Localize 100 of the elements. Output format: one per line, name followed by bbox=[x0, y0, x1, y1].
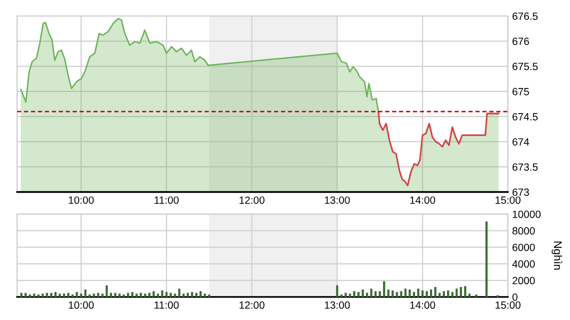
x-tick-label: 15:00 bbox=[496, 196, 520, 204]
bar bbox=[195, 292, 198, 297]
bar bbox=[156, 294, 159, 297]
y-axis-title: Nghìn bbox=[552, 242, 562, 270]
bar bbox=[370, 288, 372, 297]
y-tick-label: 674.5 bbox=[512, 113, 538, 120]
y-tick-label: 674 bbox=[512, 138, 530, 146]
bar bbox=[336, 285, 338, 297]
bar bbox=[80, 294, 82, 297]
x-tick-label: 14:00 bbox=[410, 196, 436, 204]
bar bbox=[442, 291, 445, 297]
bar bbox=[28, 294, 31, 297]
bar bbox=[421, 290, 424, 297]
bar bbox=[208, 294, 210, 297]
y-tick-label: 8000 bbox=[512, 227, 535, 235]
bar bbox=[344, 292, 347, 297]
bar bbox=[106, 285, 108, 297]
bar bbox=[122, 294, 125, 297]
bar bbox=[33, 294, 36, 297]
x-tick-label: 12:00 bbox=[240, 196, 264, 204]
bar bbox=[348, 294, 352, 297]
bar bbox=[383, 281, 386, 297]
bar bbox=[58, 294, 61, 297]
x-tick-label: 11:00 bbox=[154, 196, 179, 204]
bar bbox=[131, 292, 134, 297]
bar bbox=[50, 292, 52, 297]
bar bbox=[400, 291, 402, 297]
bar bbox=[24, 292, 27, 297]
bar bbox=[37, 294, 40, 297]
y-tick-label: 6000 bbox=[512, 244, 535, 252]
bar bbox=[387, 290, 390, 297]
bar bbox=[114, 292, 116, 297]
bar bbox=[140, 292, 142, 297]
x-tick-label: 11:00 bbox=[154, 301, 179, 309]
bar bbox=[144, 294, 146, 297]
bar bbox=[366, 292, 368, 297]
y-tick-label: 673.5 bbox=[512, 163, 538, 171]
y-tick-label: 676.5 bbox=[512, 12, 538, 20]
bar bbox=[92, 294, 95, 297]
bar bbox=[404, 288, 407, 297]
x-tick-label: 13:00 bbox=[324, 301, 350, 309]
bar bbox=[362, 290, 364, 297]
bar bbox=[191, 292, 194, 297]
bar bbox=[204, 294, 206, 297]
y-tick-label: 676 bbox=[512, 38, 529, 46]
x-tick-label: 15:00 bbox=[496, 301, 520, 309]
y-tick-label: 673 bbox=[512, 188, 529, 196]
bar bbox=[118, 294, 121, 297]
bar bbox=[84, 290, 86, 297]
bar bbox=[62, 294, 66, 297]
bar bbox=[468, 294, 471, 297]
x-tick-label: 12:00 bbox=[240, 301, 264, 309]
bar bbox=[460, 287, 462, 297]
bar bbox=[430, 290, 432, 297]
bar bbox=[67, 292, 70, 297]
bar bbox=[434, 287, 436, 297]
bar bbox=[374, 291, 377, 297]
bar bbox=[392, 290, 394, 297]
bar bbox=[88, 294, 91, 297]
bar bbox=[161, 290, 164, 297]
bar bbox=[148, 292, 150, 297]
bar bbox=[182, 294, 185, 297]
bar bbox=[426, 291, 428, 297]
bar bbox=[174, 294, 176, 297]
bar bbox=[54, 292, 57, 297]
bar bbox=[357, 292, 360, 297]
bar bbox=[485, 222, 488, 297]
bar bbox=[412, 292, 416, 297]
x-tick-label: 10:00 bbox=[68, 196, 94, 204]
bar bbox=[408, 290, 411, 297]
bar bbox=[76, 292, 78, 297]
y-tick-label: 4000 bbox=[512, 260, 535, 268]
line-series bbox=[378, 111, 500, 186]
bar bbox=[186, 292, 189, 297]
bar bbox=[46, 292, 48, 297]
bar bbox=[42, 294, 44, 297]
bar bbox=[152, 291, 155, 297]
bar bbox=[170, 292, 172, 297]
bar bbox=[20, 292, 22, 297]
bar bbox=[101, 294, 104, 297]
bar bbox=[438, 292, 441, 297]
x-tick-label: 13:00 bbox=[324, 196, 350, 204]
bar bbox=[447, 290, 450, 297]
bar bbox=[200, 291, 202, 297]
bar bbox=[126, 292, 130, 297]
bar bbox=[396, 292, 398, 297]
y-tick-label: 10000 bbox=[512, 210, 541, 218]
bar bbox=[178, 288, 180, 297]
x-tick-label: 10:00 bbox=[68, 301, 94, 309]
bar bbox=[378, 291, 381, 297]
y-tick-label: 0 bbox=[512, 293, 518, 301]
bar bbox=[451, 292, 454, 297]
bar bbox=[72, 294, 74, 297]
bar bbox=[353, 291, 356, 297]
x-tick-label: 14:00 bbox=[410, 301, 436, 309]
bar bbox=[456, 288, 458, 297]
bar bbox=[417, 288, 420, 297]
bar bbox=[340, 294, 342, 297]
y-tick-label: 675 bbox=[512, 88, 529, 96]
bar bbox=[475, 294, 478, 297]
